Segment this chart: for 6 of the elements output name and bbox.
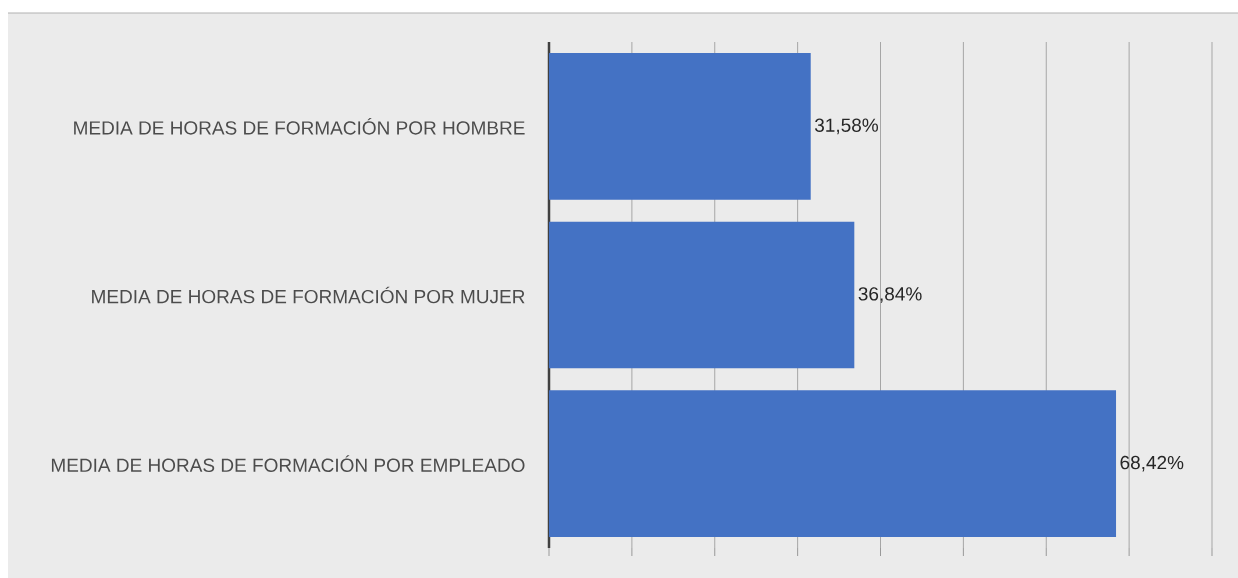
y-tick-label: MEDIA DE HORAS DE FORMACIÓN POR HOMBRE [74, 118, 525, 135]
data-label: 31,58% [814, 118, 879, 135]
y-tick-label: MEDIA DE HORAS DE FORMACIÓN POR EMPLEADO [51, 455, 525, 473]
y-tick-label: MEDIA DE HORAS DE FORMACIÓN POR MUJER [92, 286, 525, 304]
data-label: 68,42% [1120, 455, 1184, 472]
data-label: 36,84% [858, 287, 922, 303]
